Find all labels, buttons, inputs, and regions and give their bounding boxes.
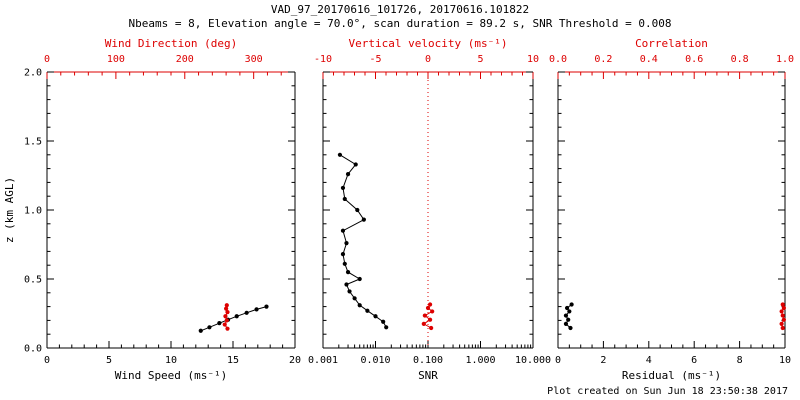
svg-text:Residual (ms⁻¹): Residual (ms⁻¹) [622, 369, 721, 382]
svg-text:200: 200 [176, 54, 194, 65]
svg-text:5: 5 [477, 54, 483, 65]
svg-text:0: 0 [44, 54, 50, 65]
series-wind-speed [198, 304, 269, 333]
svg-text:10: 10 [165, 355, 177, 366]
svg-text:0.8: 0.8 [731, 54, 749, 65]
svg-text:0.001: 0.001 [308, 355, 338, 366]
svg-text:0.6: 0.6 [685, 54, 703, 65]
svg-text:0.0: 0.0 [24, 344, 42, 355]
series-correlation-profile [779, 302, 786, 331]
svg-text:-5: -5 [369, 54, 381, 65]
svg-text:10: 10 [527, 54, 539, 65]
svg-text:-10: -10 [314, 54, 332, 65]
series-vertical-velocity [421, 302, 435, 331]
series-wind-direction [222, 303, 230, 331]
svg-text:0.2: 0.2 [594, 54, 612, 65]
svg-text:15: 15 [227, 355, 239, 366]
svg-text:SNR: SNR [418, 369, 438, 382]
svg-text:0.100: 0.100 [413, 355, 443, 366]
svg-text:Wind Direction (deg): Wind Direction (deg) [105, 37, 237, 50]
svg-text:0.0: 0.0 [549, 54, 567, 65]
svg-text:Wind Speed (ms⁻¹): Wind Speed (ms⁻¹) [115, 369, 228, 382]
svg-text:6: 6 [691, 355, 697, 366]
svg-text:1.0: 1.0 [24, 206, 42, 217]
series-residual-profile [563, 302, 574, 331]
plot-created-timestamp: Plot created on Sun Jun 18 23:50:38 2017 [547, 386, 788, 397]
y-axis-label: z (km AGL) [3, 177, 16, 243]
svg-text:0.4: 0.4 [640, 54, 658, 65]
svg-text:5: 5 [106, 355, 112, 366]
series-snr-profile [337, 152, 389, 330]
svg-text:2: 2 [600, 355, 606, 366]
svg-text:0: 0 [44, 355, 50, 366]
svg-text:2.0: 2.0 [24, 68, 42, 79]
svg-text:100: 100 [107, 54, 125, 65]
svg-text:0.5: 0.5 [24, 275, 42, 286]
svg-text:8: 8 [737, 355, 743, 366]
panel-snr: 0.001 0.010 0.100 1.000 10.000 SNR -10 -5 0 5 10 Ve… [308, 37, 551, 382]
svg-text:1.0: 1.0 [776, 54, 794, 65]
svg-text:4: 4 [646, 355, 652, 366]
svg-text:0.010: 0.010 [360, 355, 390, 366]
plot-title: VAD_97_20170616_101726, 20170616.101822 [270, 3, 530, 16]
svg-text:10: 10 [779, 355, 791, 366]
plot-subtitle: Nbeams = 8, Elevation angle = 70.0°, sca… [128, 17, 672, 30]
svg-text:1.5: 1.5 [24, 137, 42, 148]
panel-wind: 0 5 10 15 20 Wind Speed (ms⁻¹) 0 100 200 300 Wind … [24, 37, 301, 382]
svg-text:0: 0 [555, 355, 561, 366]
svg-text:Vertical velocity (ms⁻¹): Vertical velocity (ms⁻¹) [349, 37, 508, 50]
svg-text:0: 0 [425, 54, 431, 65]
svg-text:1.000: 1.000 [465, 355, 495, 366]
svg-text:20: 20 [289, 355, 301, 366]
panel-residual: 0 2 4 6 8 10 Residual (ms⁻¹) 0.0 0.2 0.4 0.6 0.8 1.0… [549, 37, 794, 382]
svg-text:10.000: 10.000 [515, 355, 551, 366]
svg-text:300: 300 [245, 54, 263, 65]
svg-text:Correlation: Correlation [635, 37, 708, 50]
